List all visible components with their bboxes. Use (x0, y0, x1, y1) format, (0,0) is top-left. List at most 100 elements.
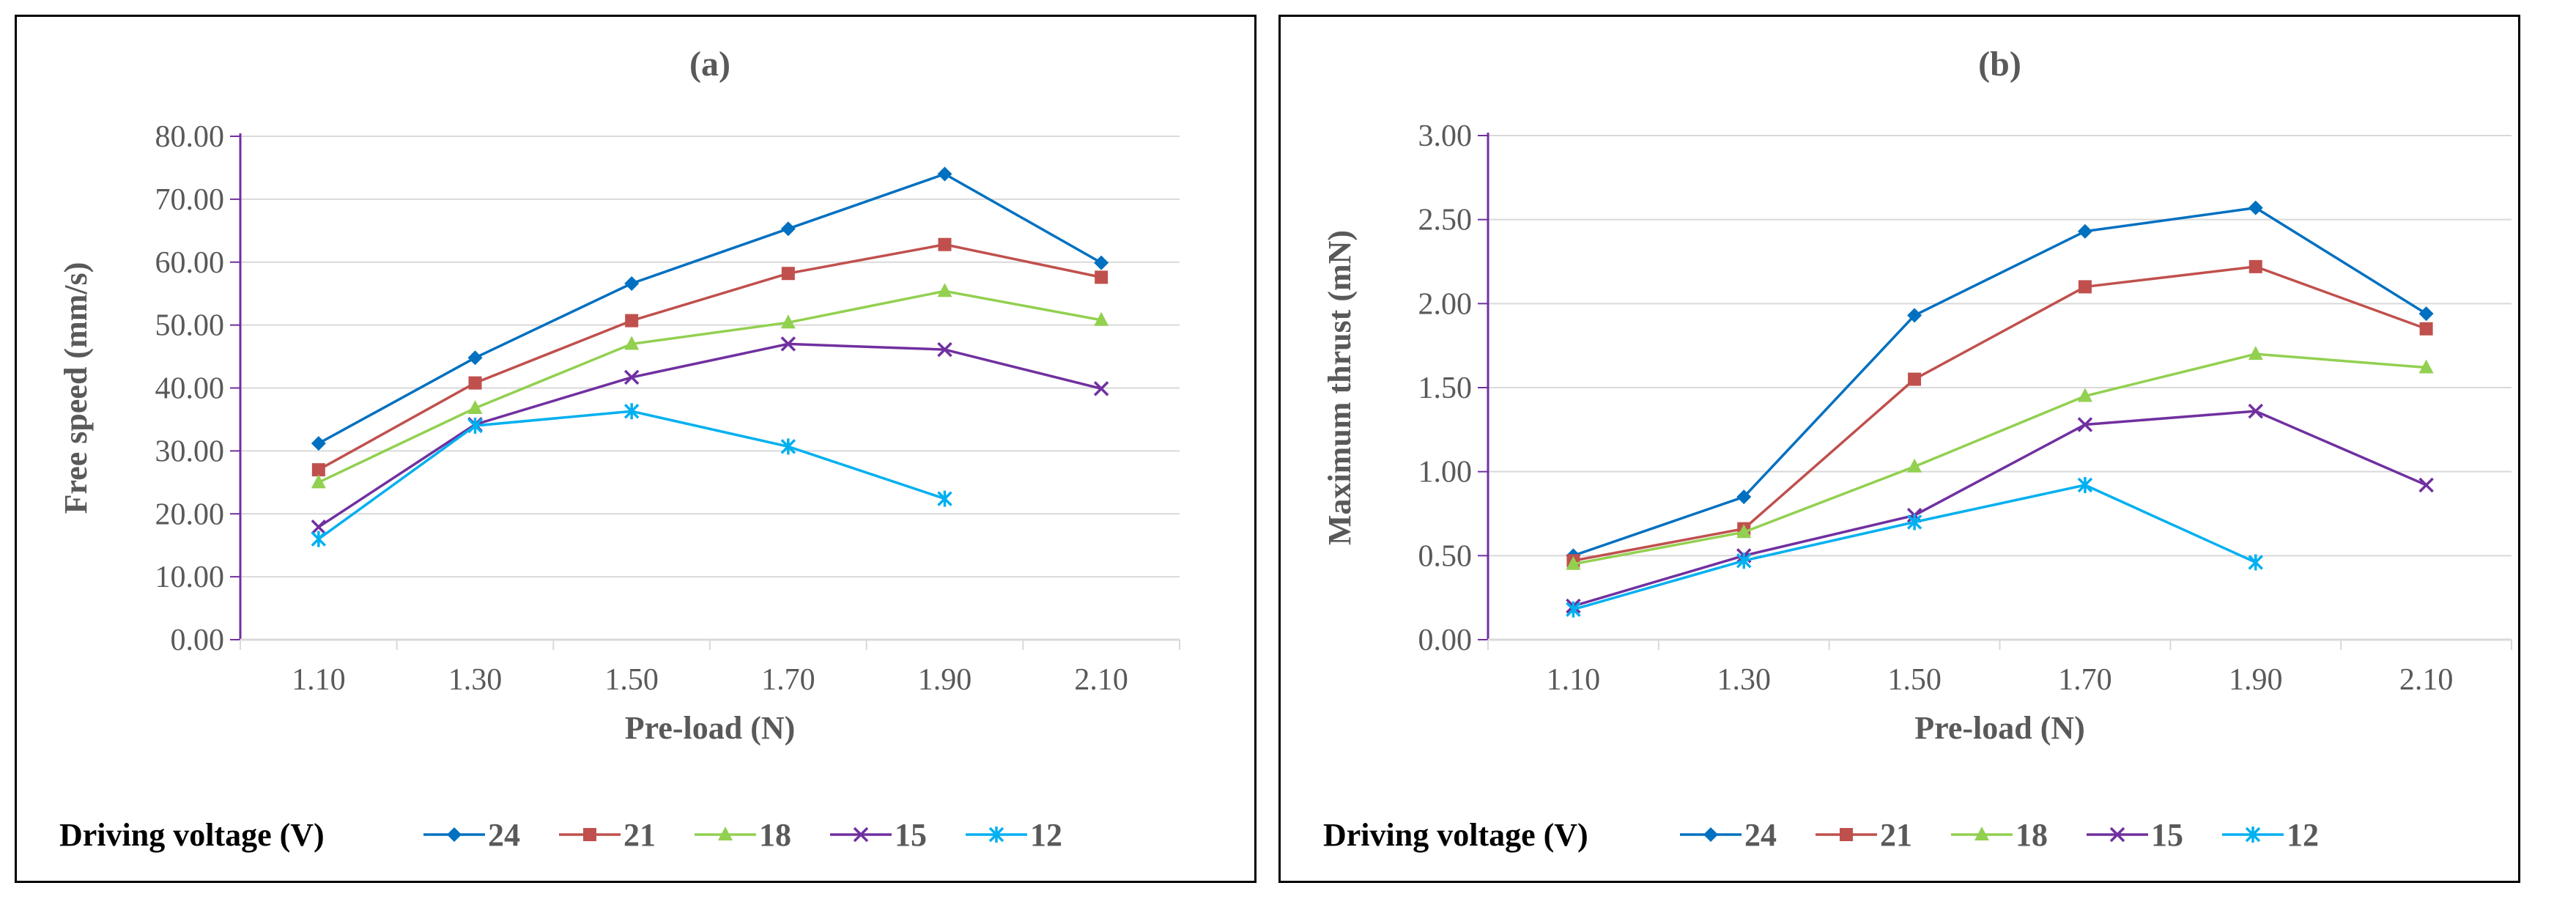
series-21 (1566, 259, 2433, 568)
x-tick-label: 1.30 (1717, 663, 1772, 697)
legend-marker (1840, 828, 1853, 841)
series-21-point (311, 463, 325, 477)
legend-label: 15 (2151, 817, 2183, 853)
series-24-point (624, 276, 640, 291)
series-21-point (1908, 372, 1922, 386)
y-tick-label: 1.50 (1418, 371, 1473, 405)
legend-marker (2109, 827, 2125, 843)
series-15-point (2248, 403, 2263, 419)
series-18-point (937, 283, 952, 297)
series-24-point (780, 221, 796, 237)
series-12-point (937, 490, 952, 507)
series-24-line (1572, 206, 2427, 557)
series-12-line (1572, 484, 2257, 611)
x-tick-label: 1.10 (292, 663, 346, 697)
series-24-point (2248, 200, 2263, 215)
legend-title: Driving voltage (V) (59, 817, 325, 853)
series-18-point (2418, 359, 2434, 374)
series-18-line (1573, 352, 2427, 566)
series-15-line (1572, 410, 2427, 607)
series-21-point (2078, 280, 2092, 294)
series-12-point (780, 438, 796, 455)
legend-item-21: 21 (1816, 817, 1912, 853)
series-21-point (938, 237, 952, 251)
series-12 (1566, 477, 2263, 618)
legend-marker (2245, 827, 2261, 843)
series-12-point (2248, 554, 2263, 571)
x-tick-label: 1.10 (1547, 663, 1601, 697)
series-12-point (1736, 552, 1752, 569)
chart-title: (a) (689, 45, 730, 84)
series-12-point (1566, 601, 1581, 618)
series-24-point (937, 166, 952, 182)
series-12-point (623, 403, 640, 420)
legend-label: 21 (623, 817, 656, 853)
series-12-line (317, 410, 946, 541)
series-18-point (1736, 524, 1752, 539)
legend-marker (718, 827, 733, 840)
series-24 (1566, 200, 2434, 563)
series-12-point (311, 531, 327, 547)
x-tick-label: 1.30 (448, 663, 503, 697)
series-12-point (467, 418, 483, 435)
legend-label: 15 (895, 817, 927, 853)
x-axis-title: Pre-load (N) (625, 710, 796, 746)
legend-label: 18 (759, 817, 791, 853)
legend-label: 24 (1744, 817, 1777, 853)
series-12-point (2077, 477, 2093, 494)
series-21-point (2419, 322, 2433, 336)
x-tick-label: 1.90 (918, 663, 972, 697)
chart-panel-b: (b) 0.00 0.50 1.00 1.50 2.00 2.50 3.00 1.10 1.30 1… (1278, 15, 2520, 883)
series-24-point (2077, 223, 2092, 239)
series-21-line (317, 243, 1102, 471)
x-tick-label: 1.90 (2229, 663, 2283, 697)
series-12-point (1906, 514, 1922, 531)
series-24-point (467, 350, 483, 366)
x-tick-label: 1.50 (604, 663, 659, 697)
series-18-point (2077, 388, 2092, 402)
legend-item-24: 24 (423, 817, 520, 853)
series-18-point (1907, 458, 1922, 473)
series-15 (1566, 403, 2434, 614)
series-21-point (1095, 270, 1109, 284)
y-tick-label: 1.00 (1418, 456, 1473, 489)
y-axis-title: Free speed (mm/s) (58, 262, 94, 514)
series-15 (311, 336, 1109, 535)
legend-item-24: 24 (1680, 817, 1777, 853)
series-24-point (1736, 489, 1752, 505)
legend-marker (853, 827, 869, 843)
y-tick-label: 50.00 (155, 309, 225, 343)
y-tick-label: 0.00 (171, 624, 225, 657)
series-24-point (1907, 308, 1922, 323)
series-18-point (624, 336, 640, 350)
x-tick-label: 1.50 (1887, 663, 1942, 697)
legend-item-12: 12 (966, 817, 1062, 853)
legend-label: 18 (2016, 817, 2048, 853)
series-18-line (318, 289, 1102, 484)
y-tick-label: 40.00 (155, 372, 225, 406)
y-tick-label: 70.00 (155, 183, 225, 217)
legend-item-21: 21 (559, 817, 656, 853)
series-21-point (781, 267, 795, 281)
x-tick-label: 1.70 (761, 663, 815, 697)
series-18-point (780, 314, 796, 329)
y-tick-label: 0.50 (1418, 539, 1473, 573)
chart-a: (a) 0.00 10.00 20.00 30.00 40.00 50.00 60.00 70.… (58, 45, 1180, 853)
y-tick-label: 30.00 (155, 435, 225, 468)
series-21-line (1573, 265, 2427, 562)
series-24-point (311, 436, 326, 451)
y-tick-label: 0.00 (1418, 624, 1473, 657)
legend-marker (447, 827, 462, 842)
legend-label: 12 (1030, 817, 1062, 853)
y-axis-title: Maximum thrust (mN) (1322, 230, 1358, 545)
legend-marker (988, 827, 1004, 843)
chart-title: (b) (1978, 45, 2021, 84)
series-18-point (1566, 555, 1581, 570)
series-18-point (1094, 311, 1109, 326)
chart-b: (b) 0.00 0.50 1.00 1.50 2.00 2.50 3.00 1.10 1.30 1… (1322, 45, 2512, 853)
legend-marker (1703, 827, 1718, 842)
y-tick-label: 20.00 (155, 498, 225, 531)
legend-item-18: 18 (1951, 817, 2048, 853)
series-15-point (937, 341, 952, 358)
series-18 (1566, 346, 2434, 570)
